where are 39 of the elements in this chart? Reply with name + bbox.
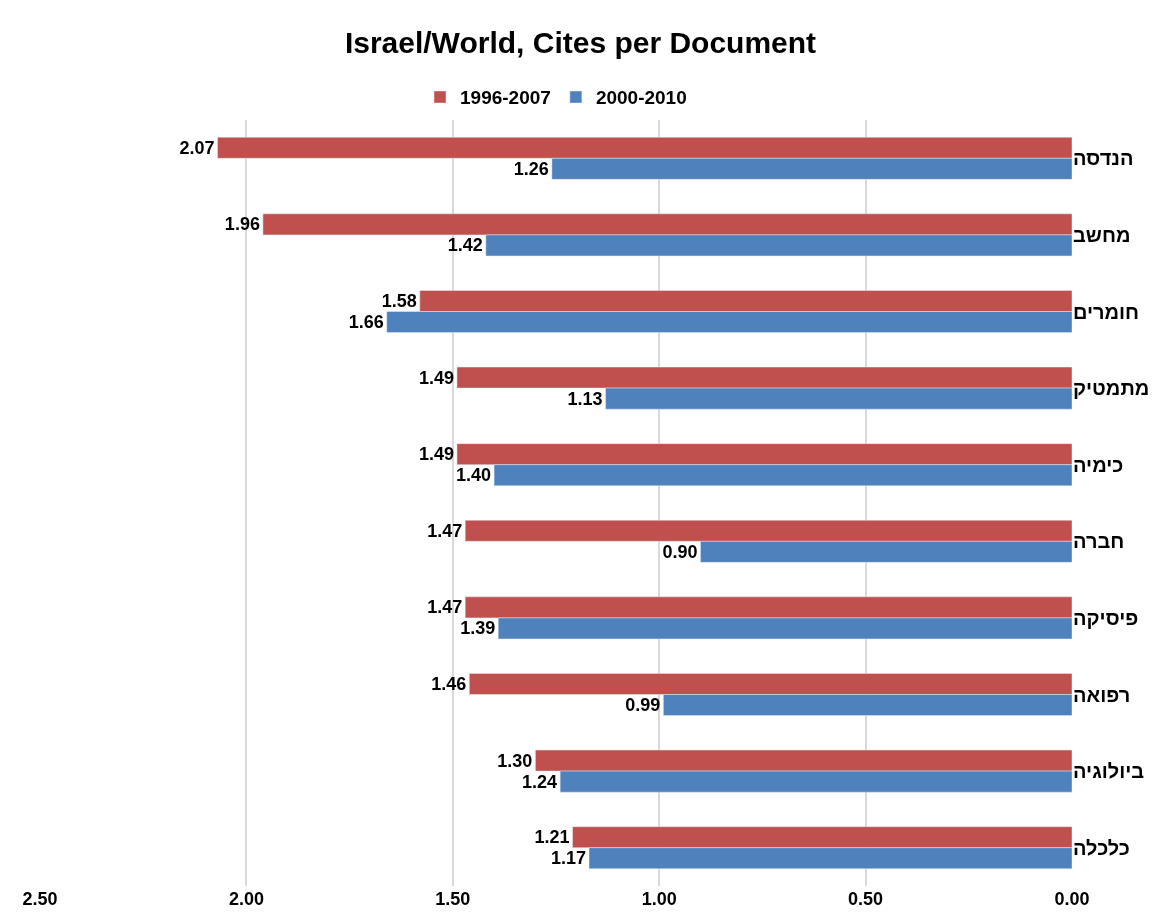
data-label: 1.42 (447, 235, 483, 256)
y-tick-label: ביולוגיה (1073, 760, 1145, 783)
data-label: 1.17 (550, 848, 587, 869)
y-tick-label: כלכלה (1073, 836, 1130, 859)
data-label: 1.49 (418, 444, 454, 465)
x-tick-label: 1.00 (641, 889, 677, 909)
x-tick-label: 1.50 (435, 889, 471, 909)
x-tick-label: 0.00 (1054, 889, 1090, 909)
x-tick-label: 0.50 (848, 889, 884, 909)
data-label: 1.30 (497, 750, 533, 771)
data-label: 0.90 (662, 541, 698, 562)
data-label: 1.26 (513, 158, 549, 179)
data-label: 1.39 (460, 618, 496, 639)
legend-label: 1996-2007 (460, 87, 551, 109)
legend-label: 2000-2010 (595, 87, 687, 109)
data-label: 1.58 (381, 290, 417, 311)
data-label: 2.07 (179, 137, 215, 158)
data-label: 0.99 (625, 695, 661, 716)
y-tick-label: פיסיקה (1073, 606, 1139, 629)
y-tick-label: מתמטיק (1073, 377, 1150, 400)
data-label: 1.66 (348, 312, 384, 333)
data-label: 1.40 (456, 465, 492, 486)
data-label: 1.47 (427, 597, 463, 618)
y-tick-label: חומרים (1073, 300, 1140, 323)
data-label: 1.24 (522, 771, 558, 792)
data-label: 1.49 (418, 367, 454, 388)
y-tick-label: חברה (1073, 530, 1125, 553)
data-label: 1.13 (567, 388, 603, 409)
y-tick-label: הנדסה (1073, 147, 1134, 170)
data-label: 1.46 (431, 673, 467, 694)
data-label: 1.21 (534, 827, 570, 848)
x-tick-label: 2.00 (228, 889, 264, 909)
chart-title: Israel/World, Cites per Document (344, 26, 817, 60)
x-tick-label: 2.50 (22, 889, 58, 909)
y-tick-label: רפואה (1073, 683, 1131, 706)
data-label: 1.47 (427, 520, 463, 541)
y-tick-label: כימיה (1073, 453, 1124, 476)
y-tick-label: מחשב (1073, 223, 1131, 246)
data-label: 1.96 (224, 214, 260, 235)
